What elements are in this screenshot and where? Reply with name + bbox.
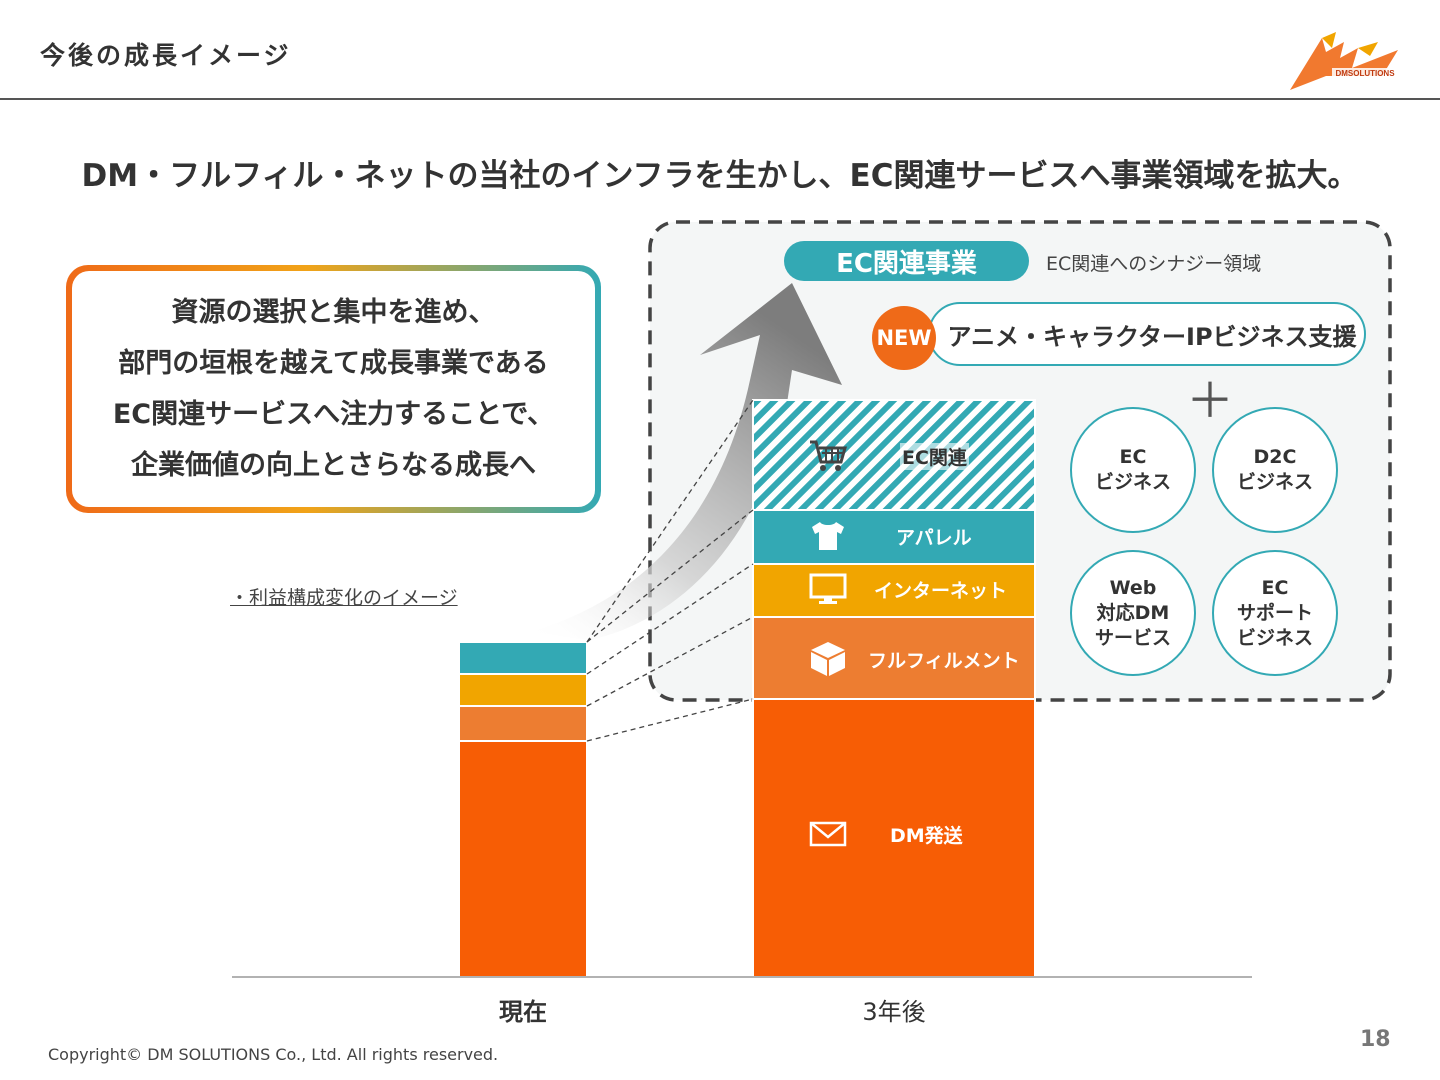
bar-segment-0-3 — [458, 641, 588, 675]
message-line: EC関連サービスへ注力することで、 — [112, 399, 555, 430]
tshirt-icon — [806, 518, 850, 554]
circle-d2c-business: D2C ビジネス — [1212, 407, 1338, 533]
circle-line: 対応DM — [1096, 601, 1170, 624]
connector-line — [586, 616, 754, 707]
header-divider — [0, 98, 1440, 100]
growth-arrow — [530, 283, 842, 640]
x-tick-label-current: 現在 — [499, 998, 547, 1026]
circle-line: ビジネス — [1236, 471, 1313, 493]
bar-segment-1-2 — [752, 563, 1036, 618]
circle-line: ビジネス — [1236, 626, 1313, 649]
message-line: 部門の垣根を越えて成長事業である — [118, 348, 549, 379]
circle-line: Web — [1109, 576, 1157, 599]
segment-label: インターネット — [874, 579, 1008, 602]
circle-ec-support-business: EC サポート ビジネス — [1212, 550, 1338, 676]
segment-label-apparel: アパレル — [806, 516, 1026, 556]
plus-icon: ＋ — [1186, 373, 1235, 429]
bar-segment-1-0 — [752, 698, 1036, 978]
circle-web-dm-service: Web 対応DM サービス — [1070, 550, 1196, 676]
page-number: 18 — [1360, 1027, 1391, 1052]
segment-label: DM発送 — [890, 824, 963, 847]
segment-label: アパレル — [896, 526, 972, 549]
circle-line: EC — [1119, 446, 1147, 468]
svg-text:DMSOLUTIONS: DMSOLUTIONS — [1335, 69, 1395, 78]
package-icon — [806, 641, 850, 677]
circle-line: サポート — [1236, 601, 1313, 624]
segment-label: フルフィルメント — [868, 649, 1020, 672]
segment-label-internet: インターネット — [806, 569, 1026, 609]
message-box: 資源の選択と集中を進め、 部門の垣根を越えて成長事業である EC関連サービスへ注… — [66, 265, 601, 513]
circle-line: サービス — [1094, 626, 1171, 649]
message-line: 企業価値の向上とさらなる成長へ — [131, 450, 536, 481]
monitor-icon — [806, 571, 850, 607]
headline: DM・フルフィル・ネットの当社のインフラを生かし、EC関連サービスへ事業領域を拡… — [81, 158, 1359, 194]
x-tick-label-3-years: 3年後 — [862, 998, 926, 1026]
circle-line: D2C — [1253, 446, 1297, 468]
ec-business-pill: EC関連事業 — [784, 241, 1029, 281]
connector-line — [586, 698, 754, 742]
page-title: 今後の成長イメージ — [40, 41, 292, 70]
copyright-text: Copyright© DM SOLUTIONS Co., Ltd. All ri… — [48, 1045, 499, 1064]
bar-segment-1-1 — [752, 616, 1036, 700]
connector-line — [586, 563, 754, 675]
synergy-label: EC関連へのシナジー領域 — [1046, 253, 1262, 275]
bar-segment-0-2 — [458, 673, 588, 707]
bar-segment-1-3 — [752, 509, 1036, 565]
cart-icon — [806, 438, 850, 474]
ip-business-pill: アニメ・キャラクターIPビジネス支援 — [928, 302, 1366, 366]
message-line: 資源の選択と集中を進め、 — [171, 297, 496, 328]
connector-line — [586, 399, 754, 643]
segment-label: EC関連 — [900, 442, 969, 470]
circle-line: ビジネス — [1094, 471, 1171, 493]
circle-ec-business: EC ビジネス — [1070, 407, 1196, 533]
new-badge: NEW — [872, 306, 936, 370]
envelope-icon — [806, 816, 850, 852]
company-logo: DMSOLUTIONS — [1286, 28, 1406, 94]
circle-line: EC — [1261, 576, 1289, 599]
chart-note: ・利益構成変化のイメージ — [230, 587, 458, 609]
segment-label-dm: DM発送 — [806, 814, 1026, 854]
bar-segment-0-1 — [458, 705, 588, 742]
bar-segment-0-0 — [458, 740, 588, 978]
ip-label: アニメ・キャラクターIPビジネス支援 — [947, 322, 1357, 351]
bar-segment-1-4 — [752, 399, 1036, 511]
segment-label-fulfillment: フルフィルメント — [806, 639, 1036, 679]
segment-label-ec: EC関連 — [806, 436, 1026, 476]
